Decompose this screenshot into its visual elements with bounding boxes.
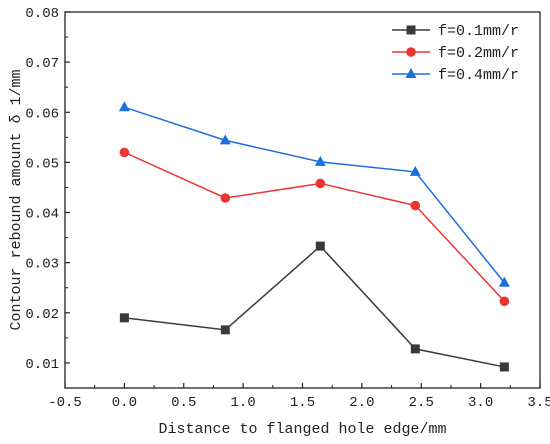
y-tick-label: 0.07 [25, 56, 59, 72]
legend-marker [406, 25, 416, 35]
series-line [124, 245, 505, 368]
x-tick-label: 2.5 [409, 395, 434, 411]
legend-label: f=0.1mm/r [438, 23, 519, 40]
series-3 [118, 101, 510, 287]
data-point [410, 344, 420, 354]
data-point [315, 241, 325, 251]
y-tick-label: 0.05 [25, 156, 59, 172]
series-1 [119, 241, 509, 372]
x-tick-label: 3.5 [527, 395, 550, 411]
legend-label: f=0.2mm/r [438, 45, 519, 62]
legend-marker [405, 68, 417, 78]
legend-item: f=0.4mm/r [392, 67, 519, 84]
legend: f=0.1mm/r f=0.2mm/r f=0.4mm/r [392, 23, 519, 84]
legend-marker [406, 47, 416, 57]
data-point [220, 325, 230, 335]
x-axis-label: Distance to flanged hole edge/mm [158, 421, 446, 438]
legend-item: f=0.1mm/r [392, 23, 519, 40]
y-axis: 0.01 0.02 0.03 0.04 0.05 0.06 0.07 0.08 [25, 6, 70, 389]
y-tick-label: 0.08 [25, 6, 59, 22]
y-tick-label: 0.06 [25, 106, 59, 122]
x-tick-label: 1.5 [290, 395, 315, 411]
data-point [409, 165, 421, 176]
series-line [124, 106, 505, 284]
data-point [499, 296, 510, 307]
series-layer [118, 101, 510, 372]
data-point [220, 193, 231, 203]
y-tick-label: 0.02 [25, 307, 59, 323]
data-point [119, 313, 129, 323]
x-tick-label: 2.0 [349, 395, 374, 411]
series-2 [119, 147, 510, 307]
x-axis: -0.5 0.0 0.5 1.0 1.5 2.0 2.5 3.0 3.5 [48, 383, 550, 411]
y-tick-label: 0.04 [25, 207, 59, 223]
legend-item: f=0.2mm/r [392, 45, 519, 62]
data-point [314, 155, 326, 166]
data-point [119, 147, 130, 158]
data-point [498, 276, 510, 287]
x-tick-label: 0.5 [171, 395, 196, 411]
y-tick-label: 0.03 [25, 257, 59, 273]
y-axis-label: Contour rebound amount δ 1/mm [8, 69, 25, 330]
x-tick-label: -0.5 [48, 395, 82, 411]
legend-label: f=0.4mm/r [438, 67, 519, 84]
x-tick-label: 0.0 [112, 395, 137, 411]
x-tick-label: 1.0 [231, 395, 256, 411]
y-tick-label: 0.01 [25, 357, 59, 373]
data-point [499, 362, 509, 372]
series-line [124, 151, 505, 302]
data-point [315, 178, 326, 189]
data-point [410, 200, 421, 211]
x-tick-label: 3.0 [468, 395, 493, 411]
data-point [118, 101, 130, 112]
data-point [219, 134, 231, 145]
